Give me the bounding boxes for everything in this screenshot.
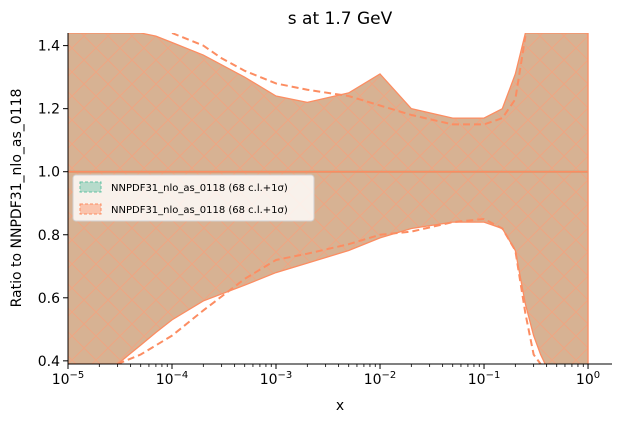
chart-title: s at 1.7 GeV bbox=[288, 9, 393, 29]
band-upper-edge bbox=[68, 33, 589, 119]
legend-swatch bbox=[79, 203, 102, 215]
x-tick-label: 10−4 bbox=[156, 370, 189, 388]
y-tick-label: 1.2 bbox=[38, 102, 60, 118]
legend-entry-label: NNPDF31_nlo_as_0118 (68 c.l.+1σ) bbox=[111, 183, 288, 194]
dashed-edge-line-2 bbox=[117, 217, 542, 364]
y-tick-label: 1.0 bbox=[38, 165, 60, 181]
x-tick-label: 10−1 bbox=[468, 370, 501, 388]
y-tick-label: 1.4 bbox=[38, 39, 60, 55]
x-tick-label: 10−5 bbox=[52, 370, 85, 388]
y-tick-label: 0.6 bbox=[38, 291, 60, 307]
plot-area bbox=[68, 33, 589, 364]
band-lower-edge bbox=[68, 221, 546, 364]
y-tick-label: 0.4 bbox=[38, 354, 60, 370]
x-axis-ticks: 10−5 10−4 10−3 10−2 10−1 100 bbox=[52, 364, 600, 388]
y-axis-label: Ratio to NNPDF31_nlo_as_0118 bbox=[9, 89, 25, 308]
dashed-edge-line-1 bbox=[171, 33, 527, 126]
x-axis-label: x bbox=[336, 398, 344, 414]
y-tick-label: 0.8 bbox=[38, 228, 60, 244]
legend-swatch bbox=[79, 181, 102, 193]
legend-entry-label: NNPDF31_nlo_as_0118 (68 c.l.+1σ) bbox=[111, 205, 288, 216]
x-tick-label: 10−2 bbox=[364, 370, 397, 388]
band-hatch-series-2 bbox=[68, 33, 589, 364]
legend-frame bbox=[72, 174, 315, 222]
y-axis-ticks: 0.4 0.6 0.8 1.0 1.2 1.4 bbox=[38, 39, 68, 370]
legend: NNPDF31_nlo_as_0118 (68 c.l.+1σ) NNPDF31_… bbox=[72, 174, 315, 222]
x-tick-label: 100 bbox=[576, 370, 600, 388]
x-tick-label: 10−3 bbox=[260, 370, 293, 388]
